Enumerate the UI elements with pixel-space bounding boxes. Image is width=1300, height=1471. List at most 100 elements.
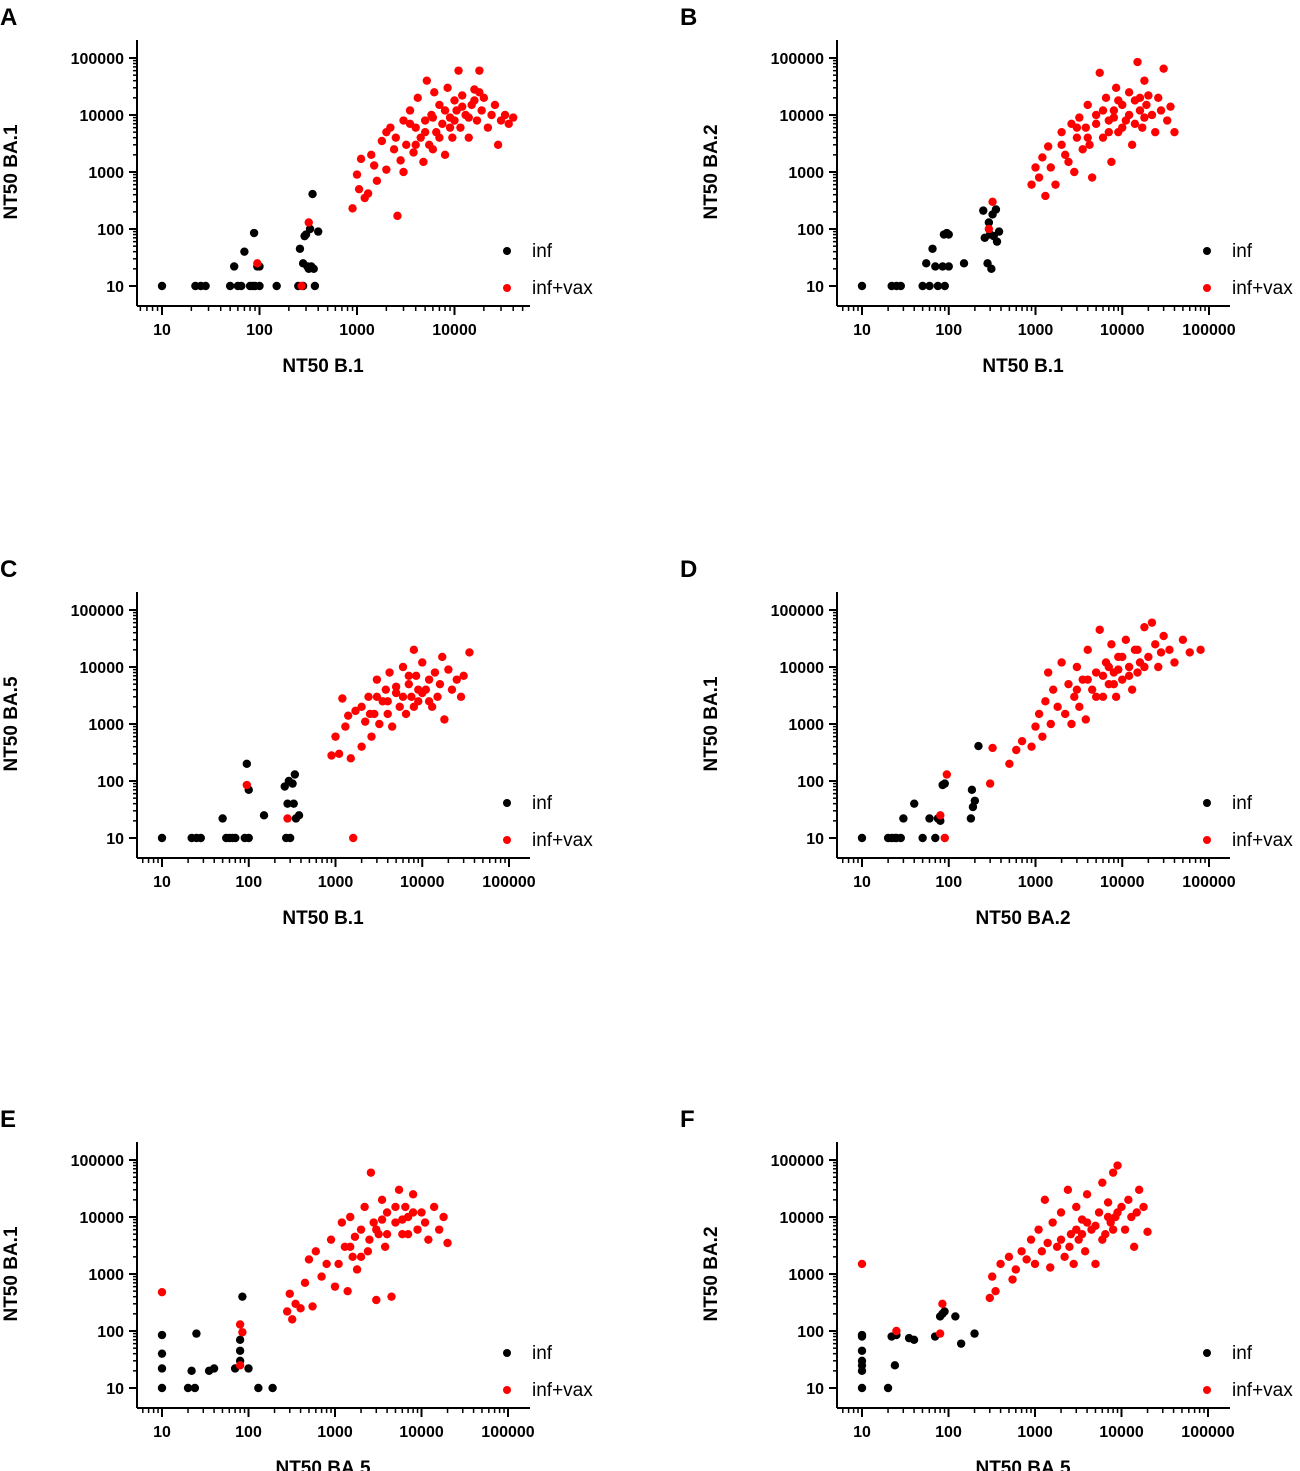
inf-vax-point [297, 281, 306, 291]
inf-vax-point [1143, 1227, 1152, 1236]
inf-vax-point [1098, 106, 1108, 115]
inf-vax-point [438, 119, 447, 129]
y-tick-label: 1000 [88, 1267, 124, 1284]
inf-vax-point [509, 113, 518, 122]
inf-vax-point [424, 697, 434, 706]
inf-vax-point [1046, 719, 1055, 729]
inf-vax-point [398, 1229, 407, 1239]
inf-vax-point [1078, 145, 1087, 154]
inf-vax-point [987, 1272, 997, 1281]
inf-vax-point [1135, 93, 1145, 103]
inf-vax-point [1080, 1247, 1090, 1256]
inf-vax-point [238, 1328, 247, 1337]
x-tick-label: 10000 [1100, 874, 1145, 891]
inf-vax-point [346, 754, 355, 763]
inf-vax-point [338, 694, 347, 703]
inf-vax-point [398, 662, 408, 672]
inf-point [896, 833, 905, 843]
inf-vax-point [1027, 180, 1036, 189]
inf-vax-point [1034, 709, 1044, 719]
inf-vax-point [1107, 640, 1116, 649]
inf-vax-point [382, 127, 391, 137]
inf-vax-point [372, 675, 382, 684]
inf-vax-point [1091, 1221, 1100, 1231]
inf-vax-point [1120, 1225, 1130, 1234]
inf-vax-point [372, 1295, 381, 1305]
inf-point [238, 1292, 247, 1301]
inf-vax-point [1072, 133, 1082, 142]
inf-vax-point [1041, 697, 1050, 706]
inf-vax-point [381, 685, 390, 694]
inf-vax-point [456, 123, 465, 132]
inf-vax-point [940, 833, 949, 843]
inf-vax-point [1091, 668, 1101, 677]
x-tick-label: 100 [935, 874, 962, 891]
y-tick-label: 1000 [88, 165, 124, 182]
inf-vax-point [424, 1235, 433, 1244]
inf-point [933, 281, 943, 291]
inf-vax-point [1098, 1235, 1107, 1244]
inf-vax-point [357, 702, 366, 712]
inf-point [944, 262, 953, 271]
panel-E: E 10 100 1000 10000 100000 10 100 1000 10000 10000… [0, 1106, 593, 1471]
inf-vax-point [424, 675, 434, 684]
inf-vax-point [372, 692, 382, 702]
inf-vax-point [354, 184, 364, 194]
inf-vax-point [483, 123, 493, 132]
inf-vax-point [341, 722, 350, 731]
inf-vax-point [1012, 745, 1021, 755]
panel-A: A 10 100 1000 10000 100000 10 100 1000 10000 NT50 … [0, 4, 593, 377]
inf-vax-point [356, 1225, 366, 1234]
inf-vax-point [365, 1235, 374, 1244]
inf-point [242, 759, 252, 769]
inf-vax-point [366, 1168, 376, 1177]
inf-vax-point [1127, 140, 1137, 150]
x-tick-label: 100 [246, 322, 273, 339]
inf-vax-point [477, 106, 486, 115]
inf-vax-point [1124, 671, 1134, 681]
inf-vax-point [351, 706, 360, 716]
inf-vax-point [1091, 110, 1101, 120]
inf-vax-point [346, 1242, 355, 1252]
panel-letter: A [0, 4, 17, 31]
inf-vax-point [450, 96, 459, 105]
inf-vax-point [435, 133, 444, 142]
inf-vax-point [1124, 1195, 1133, 1205]
inf-vax-point [1082, 1218, 1092, 1227]
legend-marker-inf [503, 1349, 511, 1357]
inf-vax-point [1064, 679, 1073, 689]
inf-vax-point [1185, 648, 1194, 657]
inf-vax-point [408, 1208, 418, 1217]
inf-vax-point [1109, 113, 1119, 122]
inf-point [235, 1346, 245, 1355]
inf-vax-point [1072, 685, 1082, 694]
inf-vax-point [1061, 150, 1070, 160]
inf-vax-point [435, 100, 444, 110]
inf-vax-point [447, 685, 457, 694]
inf-vax-point [1165, 645, 1174, 655]
inf-vax-point [1083, 645, 1092, 655]
y-tick-label: 100 [797, 222, 824, 239]
inf-point [928, 244, 937, 253]
y-tick-label: 10 [806, 831, 824, 848]
inf-vax-point [439, 1212, 448, 1222]
inf-point [857, 281, 867, 291]
inf-vax-point [1140, 662, 1149, 672]
inf-point [992, 237, 1002, 246]
y-tick-label: 10 [106, 1381, 124, 1398]
inf-vax-point [404, 679, 414, 689]
inf-vax-point [464, 133, 473, 142]
legend-marker-inf-vax [1203, 284, 1211, 292]
inf-vax-point [1083, 100, 1092, 110]
inf-vax-point [1107, 157, 1116, 167]
legend-label-inf: inf [1232, 793, 1253, 814]
legend-label-inf-vax: inf+vax [532, 278, 593, 299]
inf-vax-point [1138, 123, 1147, 132]
inf-point [959, 259, 969, 268]
inf-point [244, 833, 253, 843]
panel-letter: B [680, 4, 697, 31]
inf-vax-point [1094, 1208, 1104, 1217]
inf-vax-point [1030, 1259, 1040, 1269]
legend-label-inf: inf [1232, 241, 1253, 262]
inf-vax-point [411, 671, 421, 681]
